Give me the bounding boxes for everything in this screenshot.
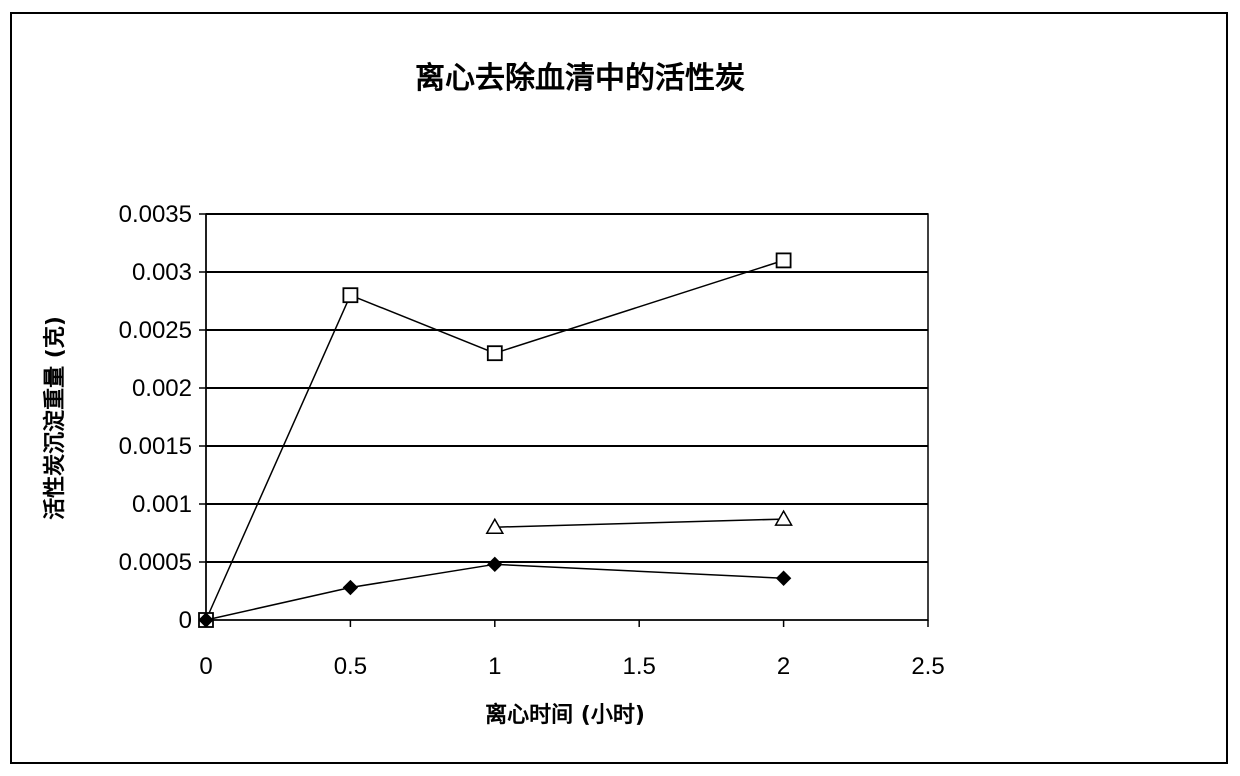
y-tick-labels: 0 0.0005 0.001 0.0015 0.002 0.0025 0.003 0.0035 [119, 201, 192, 634]
x-tick-labels: 0 0.5 1 1.5 2 2.5 [199, 653, 944, 680]
y-tick-label: 0.002 [132, 375, 192, 402]
plot-area [206, 214, 928, 620]
data-point [777, 253, 791, 267]
x-tick-label: 2.5 [911, 653, 944, 680]
y-tick-label: 0 [179, 607, 192, 634]
y-axis-title: 活性炭沉淀重量 (克) [42, 316, 68, 520]
y-tick-label: 0.001 [132, 491, 192, 518]
x-tick-label: 1.5 [623, 653, 656, 680]
y-tick-label: 0.0015 [119, 433, 192, 460]
y-tick-label: 0.0025 [119, 317, 192, 344]
y-tick-label: 0.0005 [119, 549, 192, 576]
y-tick-label: 0.0035 [119, 201, 192, 228]
y-tick-label: 0.003 [132, 259, 192, 286]
data-point [343, 288, 357, 302]
x-axis-title: 离心时间 (小时) [485, 702, 645, 728]
x-tick-label: 0.5 [334, 653, 367, 680]
x-tick-label: 2 [777, 653, 790, 680]
x-tick-label: 0 [199, 653, 212, 680]
chart-title: 离心去除血清中的活性炭 [415, 61, 745, 96]
data-point [488, 346, 502, 360]
x-tick-label: 1 [488, 653, 501, 680]
